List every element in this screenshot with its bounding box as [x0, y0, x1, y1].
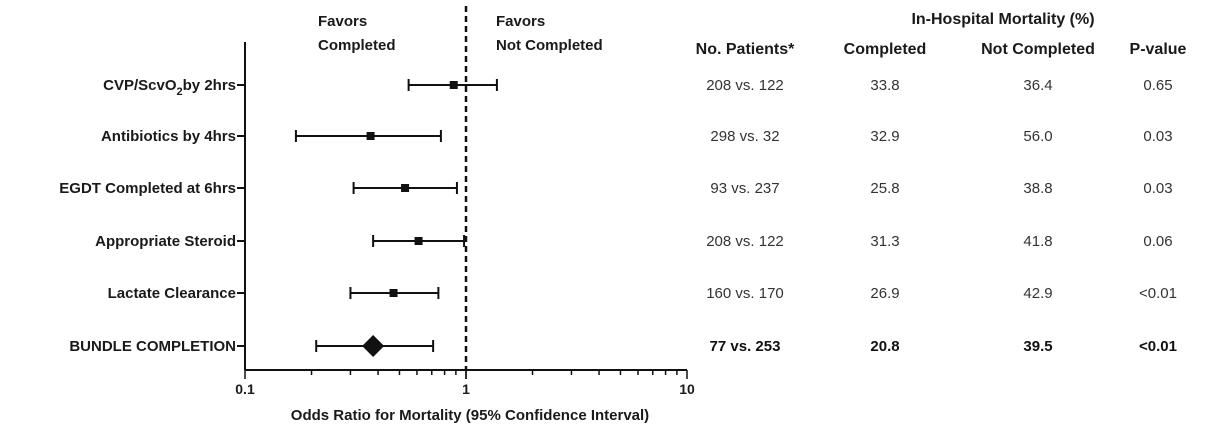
results-table: In-Hospital Mortality (%) No. Patients* Co… — [696, 11, 1187, 355]
cell-completed: 33.8 — [870, 77, 899, 94]
cell-not-completed: 41.8 — [1023, 233, 1052, 250]
cell-patients: 93 vs. 237 — [710, 180, 779, 197]
point-estimate-marker — [449, 81, 458, 89]
cell-p-value: 0.03 — [1143, 128, 1172, 145]
point-estimate-diamond — [362, 335, 385, 357]
x-tick-label: 10 — [679, 381, 695, 397]
cell-patients: 160 vs. 170 — [706, 285, 784, 302]
x-tick-label: 1 — [462, 381, 470, 397]
cell-completed: 26.9 — [870, 285, 899, 302]
cell-p-value: 0.06 — [1143, 233, 1172, 250]
x-tick-label: 0.1 — [235, 381, 255, 397]
point-estimate-marker — [414, 237, 423, 245]
table-group-header: In-Hospital Mortality (%) — [911, 11, 1094, 28]
cell-p-value: <0.01 — [1139, 285, 1177, 302]
cell-not-completed: 42.9 — [1023, 285, 1052, 302]
cell-p-value: 0.03 — [1143, 180, 1172, 197]
favors-left-label-line1: Favors — [318, 13, 367, 30]
cell-completed: 32.9 — [870, 128, 899, 145]
cell-patients: 208 vs. 122 — [706, 233, 784, 250]
table-column-header: No. Patients* — [696, 41, 795, 58]
row-label: Lactate Clearance — [108, 285, 236, 302]
row-label: Appropriate Steroid — [95, 233, 236, 250]
table-column-header: Completed — [844, 41, 927, 58]
cell-completed: 31.3 — [870, 233, 899, 250]
cell-patients: 77 vs. 253 — [710, 338, 781, 355]
point-estimate-marker — [401, 184, 410, 192]
cell-not-completed: 36.4 — [1023, 77, 1052, 94]
favors-left-label-line2: Completed — [318, 37, 396, 54]
row-label: EGDT Completed at 6hrs — [59, 180, 236, 197]
plot-area: Favors Completed Favors Not Completed 0.1 1 10… — [59, 6, 695, 424]
favors-right-label-line1: Favors — [496, 13, 545, 30]
point-estimate-marker — [366, 132, 375, 140]
row-label: BUNDLE COMPLETION — [69, 338, 236, 355]
cell-patients: 298 vs. 32 — [710, 128, 779, 145]
cell-not-completed: 38.8 — [1023, 180, 1052, 197]
favors-right-label-line2: Not Completed — [496, 37, 603, 54]
x-axis-title: Odds Ratio for Mortality (95% Confidence… — [291, 407, 649, 424]
cell-not-completed: 39.5 — [1023, 338, 1052, 355]
cell-patients: 208 vs. 122 — [706, 77, 784, 94]
table-column-header: Not Completed — [981, 41, 1095, 58]
cell-completed: 25.8 — [870, 180, 899, 197]
cell-p-value: 0.65 — [1143, 77, 1172, 94]
cell-not-completed: 56.0 — [1023, 128, 1052, 145]
cell-completed: 20.8 — [870, 338, 899, 355]
row-label: Antibiotics by 4hrs — [101, 128, 236, 145]
cell-p-value: <0.01 — [1139, 338, 1177, 355]
point-estimate-marker — [389, 289, 398, 297]
table-column-header: P-value — [1130, 41, 1187, 58]
row-label: CVP/ScvO2by 2hrs — [103, 77, 236, 98]
